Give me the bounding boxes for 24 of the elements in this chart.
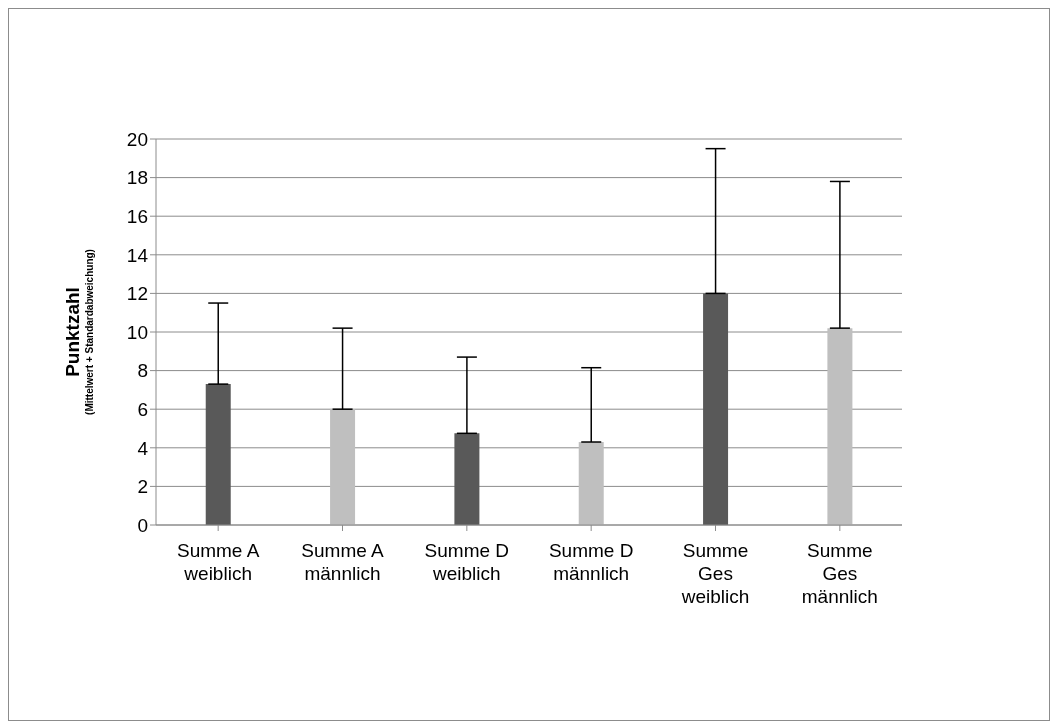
y-tick-label: 12 — [126, 283, 148, 305]
x-tick-label: Summe A männlich — [301, 540, 384, 584]
bar — [827, 328, 853, 525]
x-tick-label: Summe A weiblich — [176, 540, 260, 584]
x-tick-label: Summe D männlich — [548, 540, 634, 584]
y-tick-label: 14 — [126, 244, 149, 266]
y-tick-label: 10 — [126, 321, 148, 343]
x-tick-label: Summe Ges weiblich — [680, 540, 750, 607]
y-axis-title: Punktzahl (Mittelwert + Standardabweichung) — [62, 249, 95, 415]
x-tick-label: Summe Ges männlich — [801, 540, 878, 607]
bar — [205, 384, 231, 525]
bar — [703, 293, 729, 525]
y-tick-label: 0 — [137, 514, 148, 536]
y-tick-label: 16 — [126, 205, 148, 227]
y-tick-label: 4 — [137, 437, 149, 459]
bar — [454, 433, 480, 525]
y-tick-label: 2 — [137, 476, 148, 498]
y-tick-label: 20 — [126, 128, 148, 150]
bar — [330, 409, 356, 525]
y-tick-label: 6 — [137, 398, 148, 420]
x-tick-label: Summe D weiblich — [424, 540, 510, 584]
y-tick-label: 18 — [126, 167, 148, 189]
y-tick-label: 8 — [137, 360, 148, 382]
bar — [578, 442, 604, 525]
